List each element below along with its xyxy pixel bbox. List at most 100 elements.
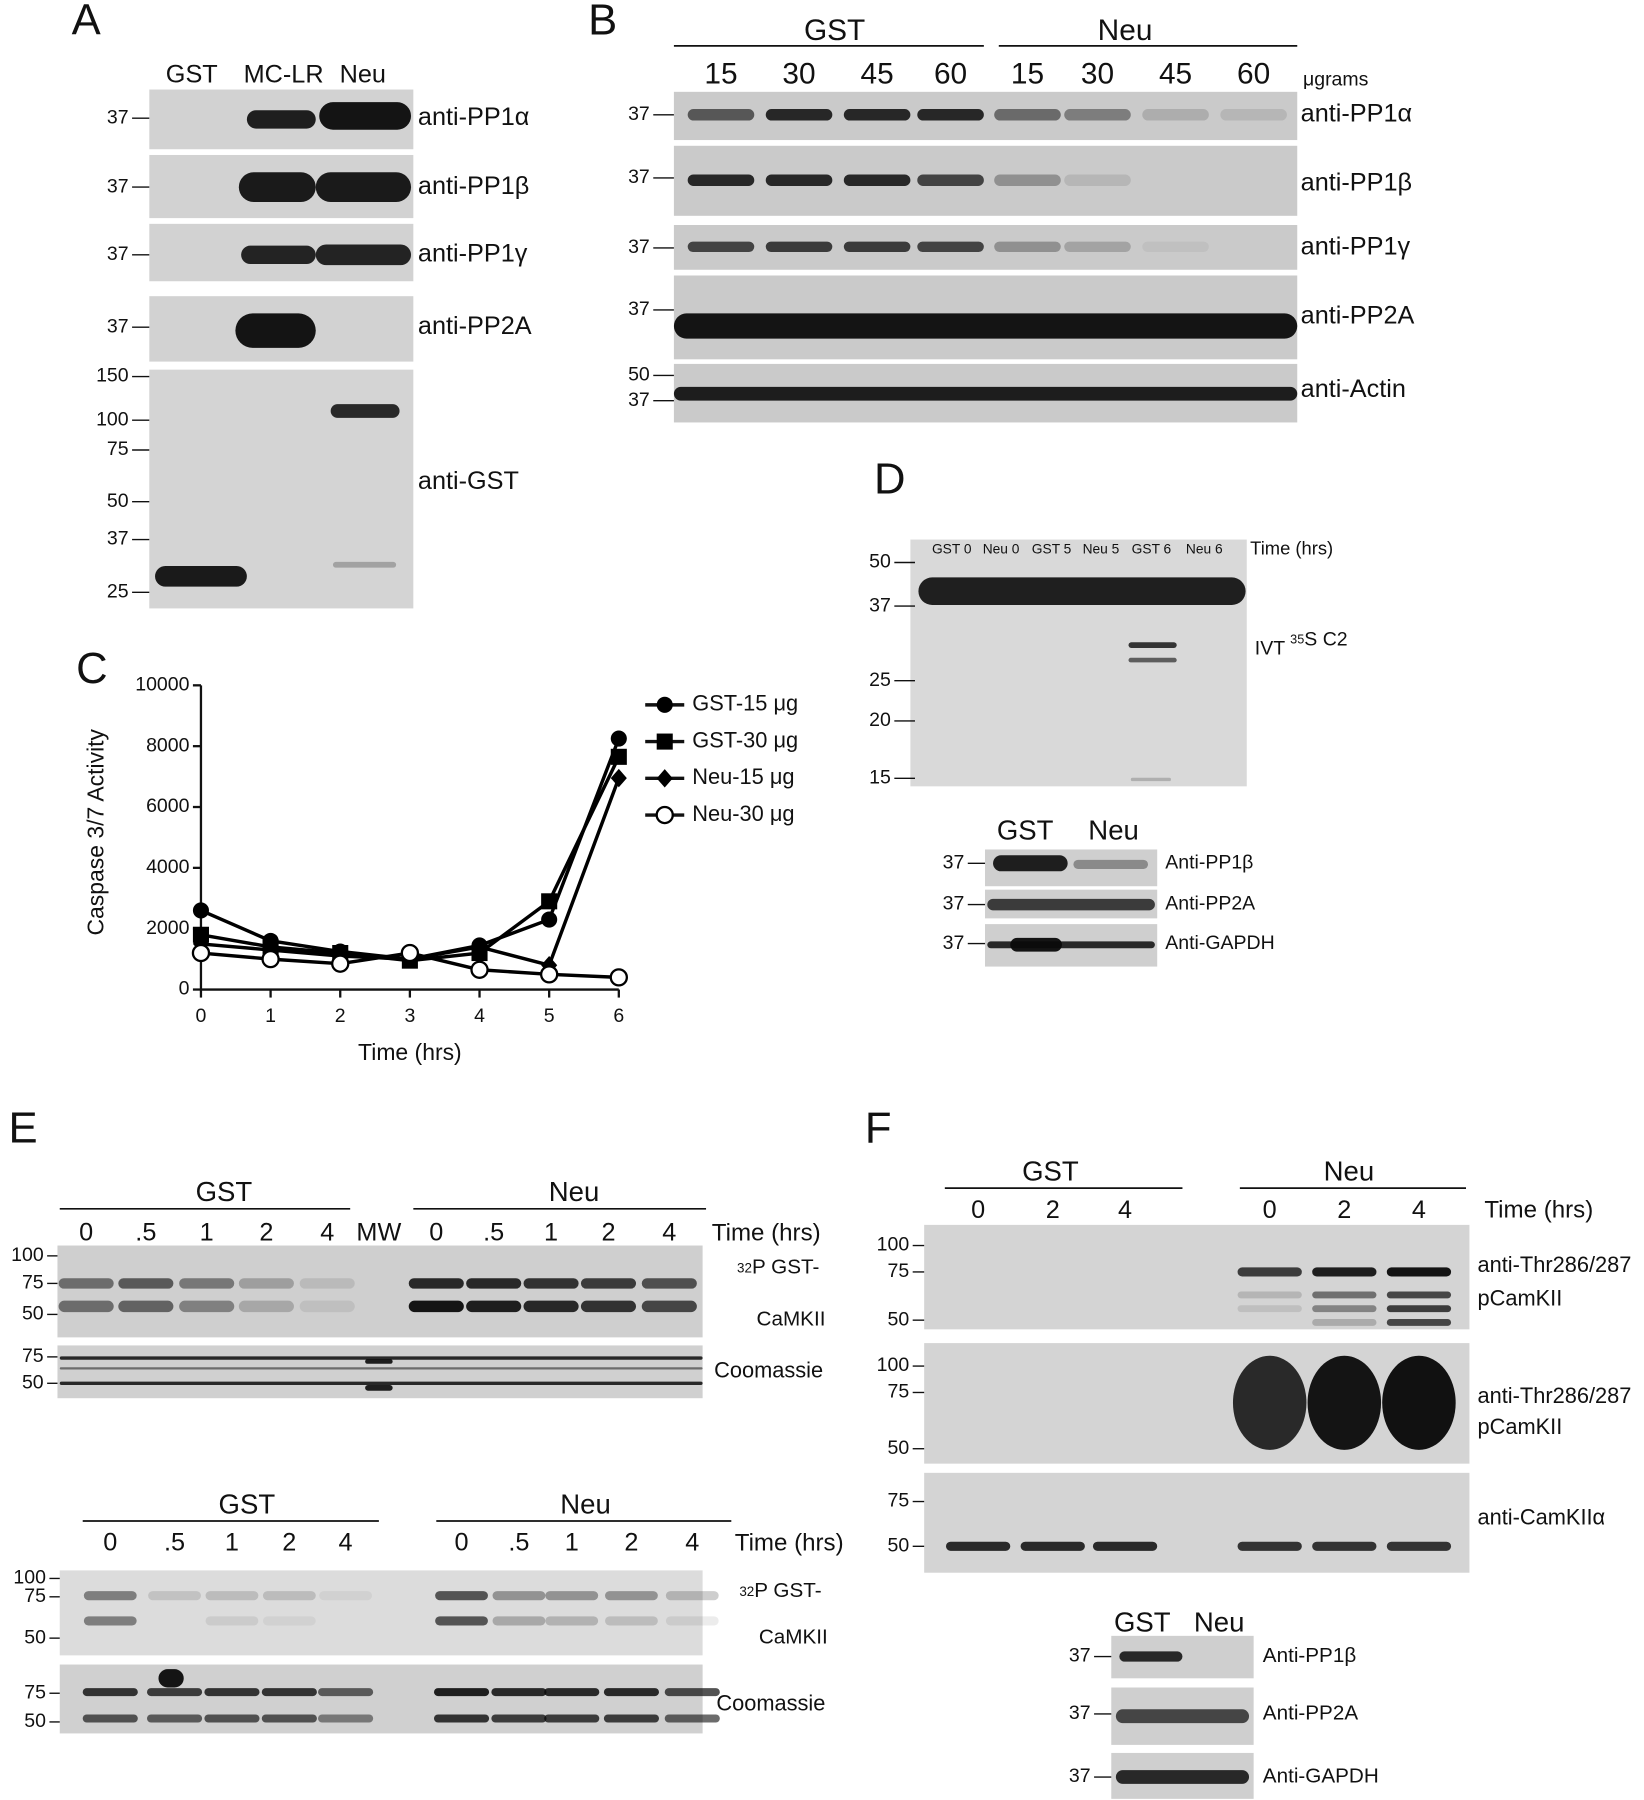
band xyxy=(179,1278,235,1289)
band xyxy=(918,577,1246,605)
point xyxy=(656,733,673,750)
band xyxy=(1312,1267,1377,1277)
y-tick-label: 0 xyxy=(179,978,190,1000)
superscript: 35 xyxy=(1290,633,1304,647)
x-tick-label: 0 xyxy=(196,1005,207,1027)
band xyxy=(1237,1541,1302,1551)
antibody-label: Anti-GAPDH xyxy=(1263,1764,1379,1787)
antibody-label: Anti-PP1β xyxy=(1263,1644,1357,1667)
time-tick: 1 xyxy=(200,1219,214,1247)
size-marker: 75 xyxy=(24,1585,46,1607)
time-tick: 1 xyxy=(544,1219,558,1247)
band xyxy=(82,1714,138,1723)
band xyxy=(673,313,1298,339)
band xyxy=(765,241,833,252)
size-marker: 37 xyxy=(943,851,965,873)
band xyxy=(603,1688,659,1697)
time-tick: 4 xyxy=(1412,1196,1426,1224)
lane-label: GST 5 xyxy=(1032,542,1072,557)
group-label: GST xyxy=(804,14,865,47)
band xyxy=(1386,1319,1452,1326)
point xyxy=(470,960,489,979)
band xyxy=(408,1278,464,1289)
size-marker: 37 xyxy=(628,166,650,188)
size-marker: 37 xyxy=(628,103,650,125)
band xyxy=(238,1278,294,1289)
group-label: GST xyxy=(196,1176,253,1207)
band xyxy=(994,241,1061,252)
lane-label: 60 xyxy=(934,58,967,91)
time-tick: 2 xyxy=(1337,1196,1351,1224)
band xyxy=(580,1278,637,1289)
band xyxy=(315,244,412,266)
time-tick: 1 xyxy=(565,1529,579,1557)
size-marker: 150 xyxy=(96,365,129,387)
band xyxy=(1010,937,1062,952)
panel-label: B xyxy=(588,0,617,44)
band xyxy=(332,561,397,568)
band xyxy=(664,1714,720,1723)
size-marker: 37 xyxy=(107,528,129,550)
lane-label: 15 xyxy=(704,58,737,91)
size-marker: 25 xyxy=(869,669,891,691)
size-marker: 50 xyxy=(888,1437,910,1459)
point xyxy=(261,949,280,969)
time-label: Time (hrs) xyxy=(1484,1196,1593,1223)
band xyxy=(687,241,755,252)
band xyxy=(82,1688,138,1697)
band xyxy=(641,1300,697,1313)
panel-label: E xyxy=(8,1104,37,1152)
size-marker: 50 xyxy=(22,1371,44,1393)
band xyxy=(843,174,911,186)
band xyxy=(641,1278,697,1289)
band xyxy=(1073,859,1149,870)
time-tick: .5 xyxy=(483,1219,504,1247)
size-marker: 50 xyxy=(22,1303,44,1325)
lane-label: GST 6 xyxy=(1132,542,1172,557)
band xyxy=(118,1278,174,1289)
time-tick: 4 xyxy=(339,1529,353,1557)
band xyxy=(205,1616,259,1626)
band xyxy=(1064,241,1131,252)
band xyxy=(1386,1541,1452,1551)
group-label: GST xyxy=(1114,1607,1171,1638)
point xyxy=(655,805,674,825)
band xyxy=(544,1688,600,1697)
band xyxy=(433,1688,490,1697)
antibody-label: anti-CamKIIα xyxy=(1477,1505,1605,1530)
y-tick-label: 2000 xyxy=(146,917,190,939)
time-tick: .5 xyxy=(508,1529,529,1557)
time-tick: 4 xyxy=(320,1219,334,1247)
band xyxy=(1220,109,1287,121)
band xyxy=(1128,657,1177,663)
band xyxy=(318,1688,374,1697)
band xyxy=(523,1278,579,1289)
point xyxy=(539,965,559,984)
size-marker: 37 xyxy=(1069,1645,1091,1667)
size-marker: 100 xyxy=(877,1354,910,1376)
size-marker: 20 xyxy=(869,709,891,731)
band xyxy=(994,174,1061,186)
blot xyxy=(924,1472,1470,1573)
band xyxy=(605,1616,658,1626)
band xyxy=(917,241,984,252)
band xyxy=(1386,1305,1452,1313)
band xyxy=(1237,1291,1302,1299)
text-span: P GST- xyxy=(752,1256,819,1279)
band xyxy=(1386,1291,1452,1299)
band xyxy=(1382,1355,1456,1450)
time-tick: .5 xyxy=(135,1219,156,1247)
size-marker: 100 xyxy=(96,408,129,430)
point xyxy=(331,954,350,973)
size-marker: 50 xyxy=(628,364,650,386)
band xyxy=(1312,1541,1377,1551)
band xyxy=(993,855,1068,872)
group-label: GST xyxy=(997,815,1054,846)
time-label: Time (hrs) xyxy=(712,1219,821,1246)
band xyxy=(147,1688,203,1697)
band xyxy=(466,1278,522,1289)
band xyxy=(319,1591,372,1601)
point xyxy=(471,937,488,957)
